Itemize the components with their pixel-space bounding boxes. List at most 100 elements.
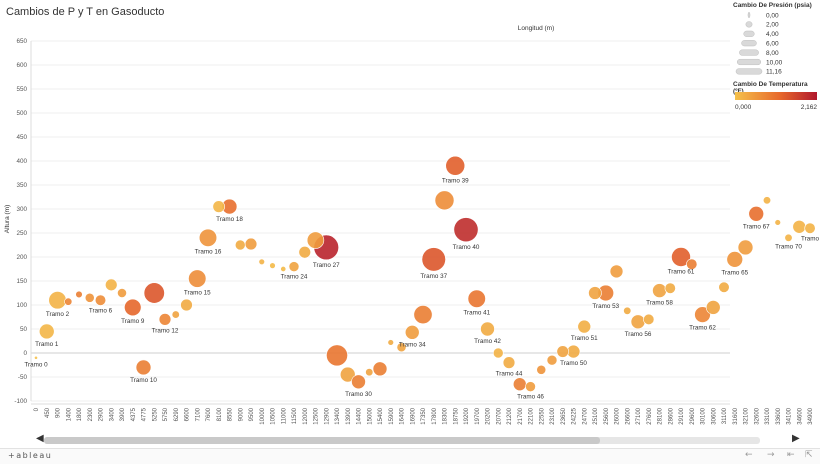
data-point[interactable] [671, 247, 691, 267]
data-point[interactable] [269, 262, 276, 269]
data-point[interactable] [421, 247, 446, 272]
data-point[interactable] [135, 359, 152, 376]
data-point[interactable] [372, 361, 388, 377]
size-legend-title: Cambio De Presión (psia) [733, 2, 812, 9]
data-point[interactable] [158, 313, 172, 326]
data-point[interactable] [212, 200, 225, 213]
data-point[interactable] [792, 219, 807, 234]
data-point[interactable] [124, 298, 142, 317]
size-legend-value: 0,00 [766, 12, 779, 19]
x-tick-label: 26600 [625, 407, 631, 424]
data-point[interactable] [536, 364, 547, 375]
data-point[interactable] [234, 239, 246, 251]
data-point[interactable] [64, 297, 73, 306]
horizontal-scrollbar[interactable]: ◀ ▶ [36, 433, 800, 445]
data-point[interactable] [34, 355, 38, 360]
x-tick-label: 1400 [66, 407, 72, 421]
data-point[interactable] [84, 292, 95, 303]
data-point[interactable] [686, 258, 698, 270]
data-point[interactable] [198, 228, 218, 247]
data-point[interactable] [643, 313, 655, 325]
data-point[interactable] [705, 300, 721, 315]
data-point[interactable] [171, 310, 180, 319]
data-point[interactable] [280, 266, 287, 272]
data-point[interactable] [413, 305, 433, 325]
data-point[interactable] [623, 306, 632, 315]
x-tick-label: 10000 [260, 407, 266, 424]
data-point[interactable] [588, 286, 602, 300]
data-point[interactable] [298, 245, 311, 259]
data-point[interactable] [762, 196, 772, 205]
data-point[interactable] [38, 323, 55, 340]
data-point[interactable] [326, 344, 348, 367]
data-points[interactable] [34, 155, 816, 392]
data-point[interactable] [774, 219, 781, 226]
data-point[interactable] [306, 231, 325, 249]
data-point[interactable] [525, 381, 536, 392]
data-point[interactable] [404, 325, 420, 340]
data-point[interactable] [630, 314, 646, 330]
data-point[interactable] [804, 222, 816, 234]
data-point[interactable] [784, 233, 793, 242]
data-point[interactable] [434, 190, 455, 211]
data-point[interactable] [652, 283, 667, 298]
data-point[interactable] [258, 258, 265, 265]
redo-icon[interactable]: → [767, 450, 775, 460]
data-point[interactable] [467, 289, 486, 308]
data-point[interactable] [396, 342, 407, 353]
scroll-right-icon[interactable]: ▶ [792, 433, 800, 444]
tableau-logo[interactable]: +ableau [8, 451, 53, 460]
data-point[interactable] [694, 306, 711, 323]
data-point[interactable] [351, 374, 366, 390]
data-label: Tramo 30 [345, 391, 372, 398]
data-point[interactable] [512, 377, 527, 391]
data-point[interactable] [445, 155, 466, 176]
size-legend-swatch [743, 30, 755, 37]
revert-icon[interactable]: ⇤ [787, 450, 795, 460]
data-point[interactable] [188, 269, 207, 288]
undo-icon[interactable]: ← [745, 450, 753, 460]
scroll-left-icon[interactable]: ◀ [36, 433, 44, 444]
scroll-thumb[interactable] [44, 437, 600, 444]
data-point[interactable] [365, 368, 374, 377]
data-point[interactable] [105, 278, 118, 292]
data-point[interactable] [94, 294, 107, 306]
data-label: Tramo 58 [646, 300, 673, 307]
x-tick-label: 4775 [142, 407, 148, 421]
x-tick-label: 8100 [217, 407, 223, 421]
data-point[interactable] [75, 290, 83, 299]
color-ramp [735, 92, 817, 100]
data-label: Tramo 24 [281, 274, 308, 281]
size-legend-swatch [745, 21, 753, 28]
y-tick-label: -100 [14, 398, 27, 405]
x-tick-label: 25600 [604, 407, 610, 424]
data-point[interactable] [339, 366, 356, 383]
data-point[interactable] [748, 206, 765, 222]
data-point[interactable] [556, 345, 569, 358]
share-icon[interactable]: ⇱ [805, 450, 813, 460]
color-gradient: 0,000 2,162 [735, 92, 817, 111]
data-point[interactable] [577, 319, 592, 334]
data-point[interactable] [288, 261, 300, 272]
data-point[interactable] [726, 251, 743, 268]
data-point[interactable] [492, 347, 504, 359]
data-point[interactable] [244, 237, 258, 251]
x-tick-label: 6290 [174, 407, 180, 421]
data-point[interactable] [502, 356, 516, 369]
data-point[interactable] [609, 264, 624, 279]
data-point[interactable] [546, 354, 558, 366]
data-point[interactable] [48, 291, 67, 310]
data-point[interactable] [737, 239, 754, 256]
x-tick-label: 23650 [561, 407, 567, 424]
data-point[interactable] [117, 288, 127, 298]
data-point[interactable] [480, 321, 495, 337]
data-point[interactable] [718, 281, 730, 293]
data-point[interactable] [664, 282, 676, 294]
data-point[interactable] [453, 217, 479, 243]
data-point[interactable] [387, 339, 394, 346]
size-legend-items: 0,00 2,00 4,00 6,00 8,00 10,00 11,16 [735, 11, 783, 76]
data-point[interactable] [180, 298, 193, 312]
data-point[interactable] [143, 282, 165, 304]
data-labels: Tramo 1 Tramo 0 Tramo 2 Tramo 6 Tramo 9 Tramo… [24, 177, 819, 400]
